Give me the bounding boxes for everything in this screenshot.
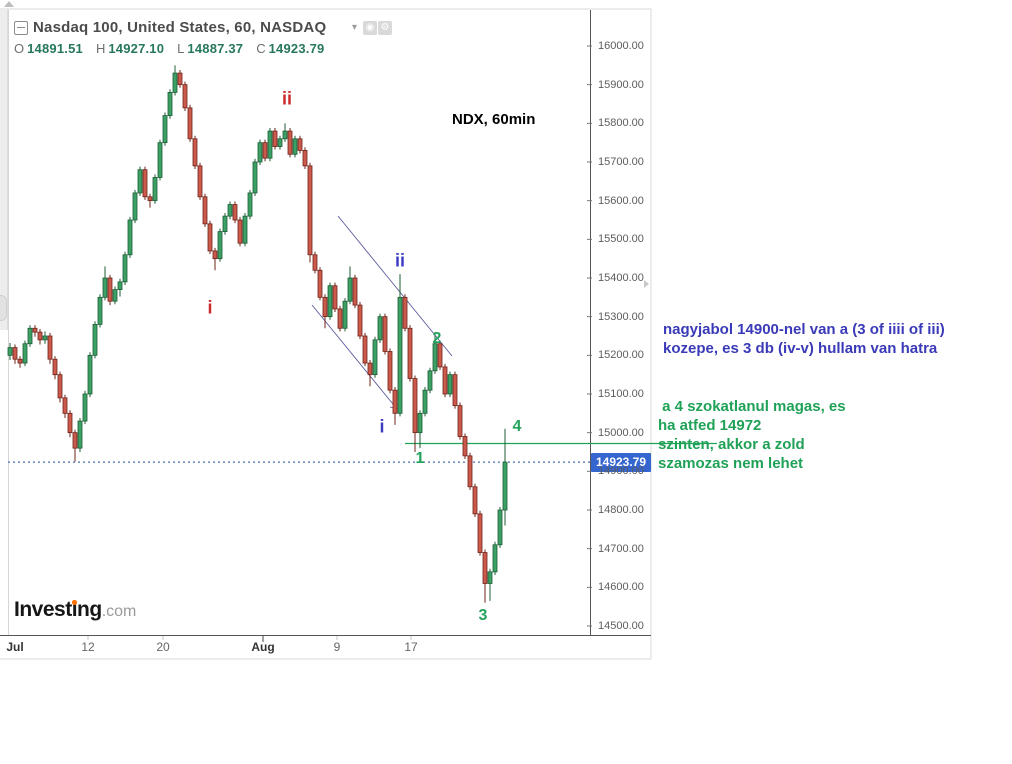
wave-label-ii-blue: ii — [394, 250, 406, 271]
wave-label-i-red: i — [207, 297, 213, 318]
y-axis-label: 15100.00 — [598, 388, 644, 400]
close-value: 14923.79 — [268, 41, 325, 56]
ohlc-readout: O 14891.51 H 14927.10 L 14887.37 C 14923.79 — [14, 41, 337, 56]
wave-label-ii-red: ii — [281, 88, 293, 109]
wave-label-3-green: 3 — [478, 607, 488, 624]
close-label: C — [256, 41, 266, 56]
symbol-watermark-note: NDX, 60min — [452, 111, 536, 128]
y-axis-label: 14600.00 — [598, 581, 644, 594]
x-axis-label: 20 — [156, 640, 170, 654]
y-axis-label: 15700.00 — [598, 156, 644, 168]
toolbar-collapse-handle[interactable] — [0, 295, 7, 321]
logo-suffix: .com — [101, 603, 137, 620]
y-axis-label: 14700.00 — [598, 542, 644, 555]
x-axis-label: 12 — [81, 640, 95, 654]
wave-label-2-green: 2 — [432, 330, 442, 347]
logo-text: Investing — [14, 598, 102, 621]
high-value: 14927.10 — [108, 41, 165, 56]
price-scale-arrow-icon[interactable] — [644, 280, 649, 288]
wave-label-i-blue: i — [379, 416, 385, 437]
wave-label-1-green: 1 — [415, 450, 425, 467]
chevron-down-icon[interactable]: ▾ — [352, 22, 358, 33]
y-axis-label: 15200.00 — [598, 349, 644, 362]
x-axis-label: 9 — [333, 640, 341, 654]
symbol-title: Nasdaq 100, United States, 60, NASDAQ — [33, 19, 327, 36]
wave-label-4-green: 4 — [512, 418, 522, 435]
eye-icon[interactable]: ◉ — [363, 21, 377, 35]
y-axis-label: 14900.00 — [598, 465, 644, 478]
gear-icon[interactable]: ⚙ — [378, 21, 392, 35]
y-axis-label: 15900.00 — [598, 78, 644, 91]
y-axis-label: 15000.00 — [598, 426, 644, 439]
open-value: 14891.51 — [27, 41, 83, 56]
logo-orange-dot — [72, 600, 77, 605]
y-axis-label: 15600.00 — [598, 194, 644, 207]
y-axis-label: 15800.00 — [598, 117, 644, 130]
investing-logo[interactable]: Investing.com — [14, 598, 136, 622]
y-axis-label: 16000.00 — [598, 40, 644, 52]
y-axis-label: 15500.00 — [598, 233, 644, 246]
last-price-badge: 14923.79 — [591, 452, 651, 472]
analysis-note-blue: nagyjabol 14900-nel van a (3 of iiii of … — [663, 321, 945, 357]
x-axis-label: Aug — [251, 640, 275, 654]
drawing-toolbar-gutter — [0, 9, 8, 330]
x-axis-label: 17 — [404, 640, 418, 654]
legend-collapse-icon[interactable] — [14, 21, 28, 35]
y-axis-label: 15300.00 — [598, 310, 644, 323]
y-axis-label: 14500.00 — [598, 620, 644, 632]
x-axis-label: Jul — [6, 640, 24, 654]
y-axis-label: 14800.00 — [598, 504, 644, 516]
collapse-up-icon[interactable] — [4, 1, 14, 7]
low-value: 14887.37 — [187, 41, 244, 56]
open-label: O — [14, 41, 25, 56]
y-axis-label: 15400.00 — [598, 272, 644, 284]
analysis-note-green: a 4 szokatlanul magas, es ha atfed 14972… — [658, 398, 846, 472]
low-label: L — [177, 41, 185, 56]
high-label: H — [95, 41, 106, 56]
